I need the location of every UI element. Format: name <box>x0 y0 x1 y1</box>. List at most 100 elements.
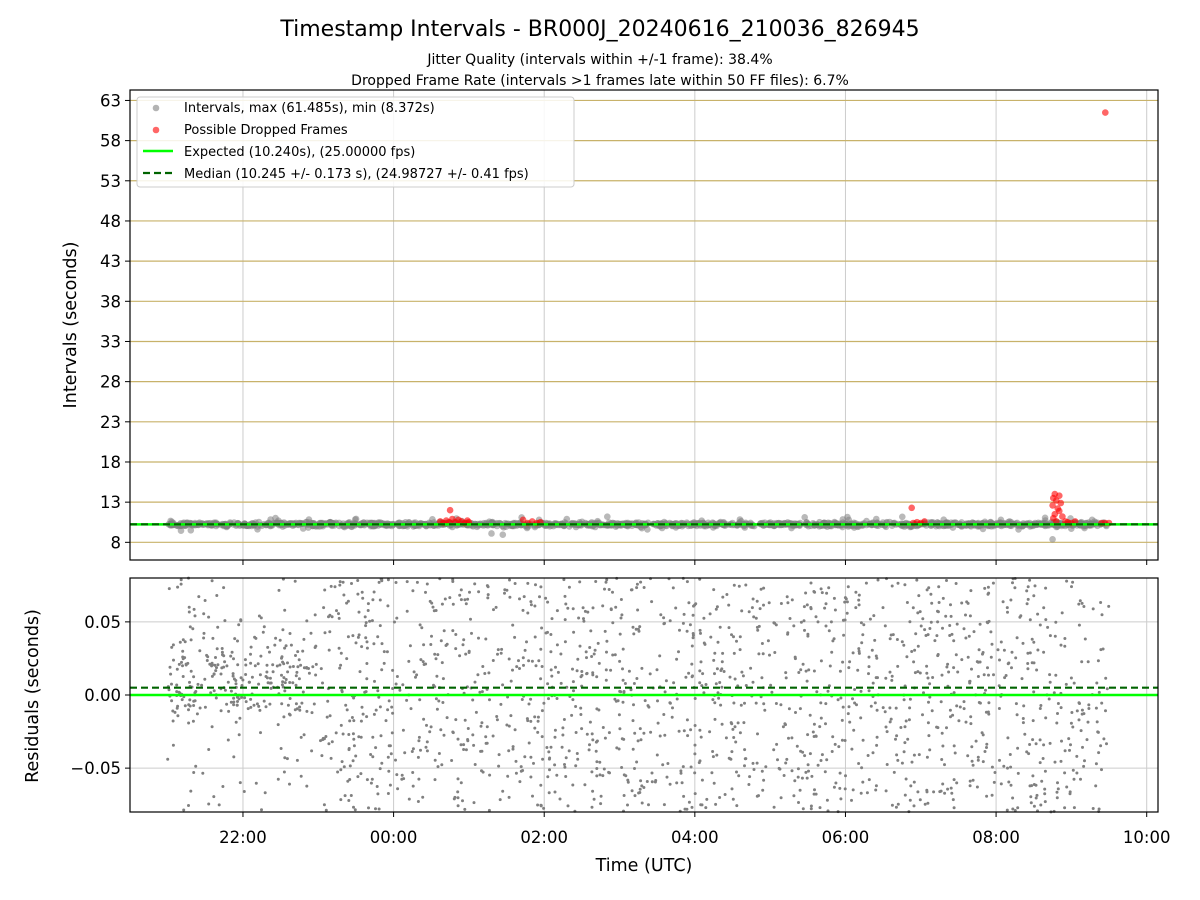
residual-point <box>946 787 950 791</box>
residual-point <box>1005 808 1009 812</box>
residual-point <box>480 769 483 773</box>
residual-point <box>885 730 889 734</box>
residual-point <box>658 734 662 738</box>
residual-point <box>195 712 199 716</box>
residual-point <box>470 631 473 635</box>
residual-point <box>513 582 517 585</box>
residual-point <box>932 790 936 794</box>
residual-point <box>603 736 607 740</box>
residual-point <box>170 645 174 649</box>
residual-point <box>349 794 353 797</box>
y-tick-label: 18 <box>100 453 121 472</box>
residual-point <box>188 625 192 629</box>
residuals-y-axis-label: Residuals (seconds) <box>23 609 43 783</box>
residual-point <box>819 759 823 762</box>
residual-point <box>840 718 844 722</box>
residual-point <box>232 677 236 681</box>
residual-point <box>1104 676 1108 680</box>
residual-point <box>1007 661 1011 665</box>
x-tick-label: 02:00 <box>520 828 568 847</box>
residual-point <box>330 615 334 619</box>
residual-point <box>374 746 378 750</box>
residual-point <box>679 769 683 773</box>
residual-point <box>454 647 458 651</box>
residual-point <box>981 651 985 654</box>
residual-point <box>987 591 991 595</box>
residual-point <box>590 805 594 809</box>
residual-point <box>340 760 344 764</box>
residual-point <box>166 757 170 761</box>
residual-point <box>280 683 284 687</box>
residual-point <box>902 698 906 702</box>
residual-point <box>322 803 326 807</box>
residual-point <box>997 684 1001 688</box>
residual-point <box>365 646 369 650</box>
residual-point <box>462 638 466 642</box>
residual-point <box>983 750 987 753</box>
residual-point <box>425 740 429 744</box>
residual-point <box>261 630 265 634</box>
residual-point <box>884 789 888 793</box>
residual-point <box>230 650 234 654</box>
residual-point <box>514 771 518 775</box>
residual-point <box>575 669 579 673</box>
residual-point <box>555 643 559 647</box>
residual-point <box>571 680 575 684</box>
residual-point <box>574 705 578 708</box>
residual-point <box>386 708 390 712</box>
residual-point <box>767 601 771 605</box>
residual-point <box>697 761 701 765</box>
residual-point <box>572 630 576 634</box>
residual-point <box>539 803 543 807</box>
residual-point <box>773 651 777 654</box>
residual-point <box>924 634 928 637</box>
residual-point <box>536 803 540 807</box>
residual-point <box>940 731 944 735</box>
residual-point <box>876 578 880 582</box>
residual-point <box>590 655 594 658</box>
x-tick-label: 04:00 <box>671 828 719 847</box>
residual-point <box>928 695 932 699</box>
residual-point <box>478 690 482 694</box>
residual-point <box>829 620 833 624</box>
residual-point <box>428 730 432 734</box>
residual-point <box>883 624 887 628</box>
residual-point <box>286 661 289 665</box>
residual-point <box>762 702 766 706</box>
residual-point <box>418 698 422 702</box>
residual-point <box>947 670 951 674</box>
residual-point <box>518 597 521 601</box>
residual-point <box>546 682 550 686</box>
residual-point <box>713 701 717 705</box>
residual-point <box>507 795 511 799</box>
residual-point <box>401 683 405 687</box>
residual-point <box>1013 809 1017 812</box>
residual-point <box>291 681 295 685</box>
residual-point <box>225 664 229 668</box>
residual-point <box>328 630 332 634</box>
residual-point <box>958 705 962 709</box>
residual-point <box>249 645 253 649</box>
residual-point <box>792 794 796 798</box>
residual-point <box>1025 750 1029 754</box>
residual-point <box>297 677 301 681</box>
residual-point <box>639 738 643 742</box>
residual-point <box>687 671 691 675</box>
residual-point <box>857 647 861 651</box>
residual-point <box>715 667 719 671</box>
residual-point <box>410 750 414 753</box>
residual-point <box>867 689 871 693</box>
residual-point <box>586 610 590 614</box>
residual-point <box>1077 602 1081 606</box>
residual-point <box>380 761 384 765</box>
residual-point <box>922 691 925 695</box>
residual-point <box>250 675 254 679</box>
residual-point <box>597 661 601 665</box>
residual-point <box>904 719 908 723</box>
residual-point <box>905 601 909 604</box>
residual-point <box>266 681 270 685</box>
residual-point <box>838 771 842 775</box>
residual-point <box>779 796 783 800</box>
residual-point <box>521 656 525 660</box>
